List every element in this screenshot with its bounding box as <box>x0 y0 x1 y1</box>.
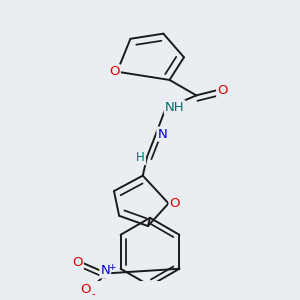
Text: NH: NH <box>165 101 184 114</box>
Text: H: H <box>136 151 145 164</box>
Text: O: O <box>72 256 83 269</box>
Text: O: O <box>80 283 91 296</box>
Text: -: - <box>92 290 95 300</box>
Text: N: N <box>100 264 110 278</box>
Text: +: + <box>108 263 116 272</box>
Text: O: O <box>217 84 228 97</box>
Text: O: O <box>169 197 180 210</box>
Text: O: O <box>110 65 120 78</box>
Text: N: N <box>158 128 167 141</box>
